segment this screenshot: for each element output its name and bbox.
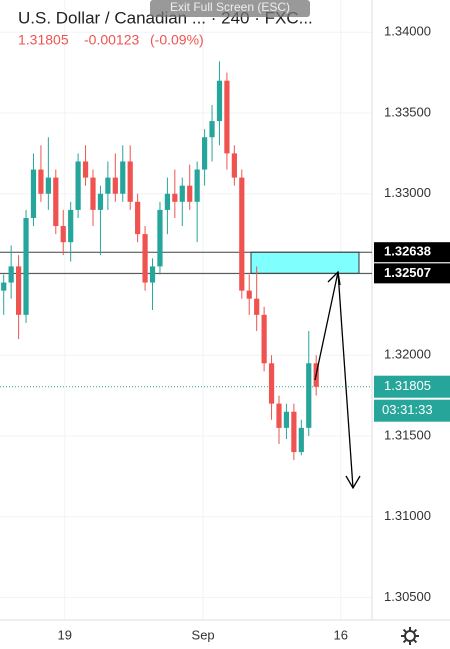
candle-body [157,209,163,267]
candle-body [8,266,14,283]
candle-body [201,137,208,170]
candle-body [82,161,89,178]
candle-body [30,169,37,218]
candle-body [216,80,223,122]
y-tick-label: 1.30500 [384,589,431,604]
candle-body [239,177,245,291]
candle-body [276,403,282,428]
candle-body [187,185,193,202]
y-tick-label: 1.32000 [384,347,431,362]
y-tick-label: 1.33500 [384,104,431,119]
candle-body [15,266,22,315]
zone [250,251,360,274]
candle-body [224,80,230,154]
candle-body [105,177,111,194]
candle-body [149,266,156,283]
candle-body [60,226,66,243]
candle-body [112,177,118,194]
level-label-box [374,242,450,263]
overlay-text[interactable]: Exit Full Screen (ESC) [170,0,290,14]
change-pct-header: (-0.09%) [150,32,204,48]
candle-body [172,193,178,202]
candle-body [164,193,171,210]
arrow-path [314,271,354,489]
countdown-label: 03:31:33 [382,402,433,417]
arrow-head [345,475,361,490]
y-tick-label: 1.33000 [384,185,431,200]
candle-body [68,209,74,243]
candle-body [194,169,200,202]
change-header: -0.00123 [84,32,139,48]
x-tick-label: Sep [192,627,215,642]
level-label-box [374,263,450,284]
candle-body [291,411,297,453]
last-price-header: 1.31805 [18,32,69,48]
candle-body [306,363,312,428]
candle-body [97,193,104,210]
y-tick-label: 1.31000 [384,508,431,523]
candle-body [53,177,59,227]
candle-body [120,161,126,194]
countdown-box [374,399,450,422]
candle-body [268,363,275,404]
candle-body [1,282,7,291]
y-tick-label: 1.34000 [384,24,431,39]
level-label: 1.32507 [384,265,431,280]
candle-body [283,411,290,428]
y-tick-label: 1.31500 [384,427,431,442]
x-tick-label: 16 [334,627,348,642]
arrow-head [327,270,341,286]
candle-body [261,314,267,364]
candle-body [135,201,141,235]
candle-body [75,161,81,210]
candle-body [209,121,215,138]
candle-body [45,177,51,194]
candle-body [142,234,148,283]
x-tick-label: 19 [57,627,71,642]
overlay-box [150,0,310,17]
candle-body [231,153,237,178]
candle-body [179,185,185,202]
candle-body [38,169,44,194]
last-price-box [374,375,450,398]
candle-body [298,427,304,453]
candle-body [90,177,96,210]
candle-body [246,290,252,299]
candle-body [23,217,29,315]
candle-body [254,298,260,315]
level-label: 1.32638 [384,244,431,259]
last-price-label: 1.31805 [384,378,431,393]
gear-icon[interactable] [401,627,419,645]
candle-body [127,161,133,202]
